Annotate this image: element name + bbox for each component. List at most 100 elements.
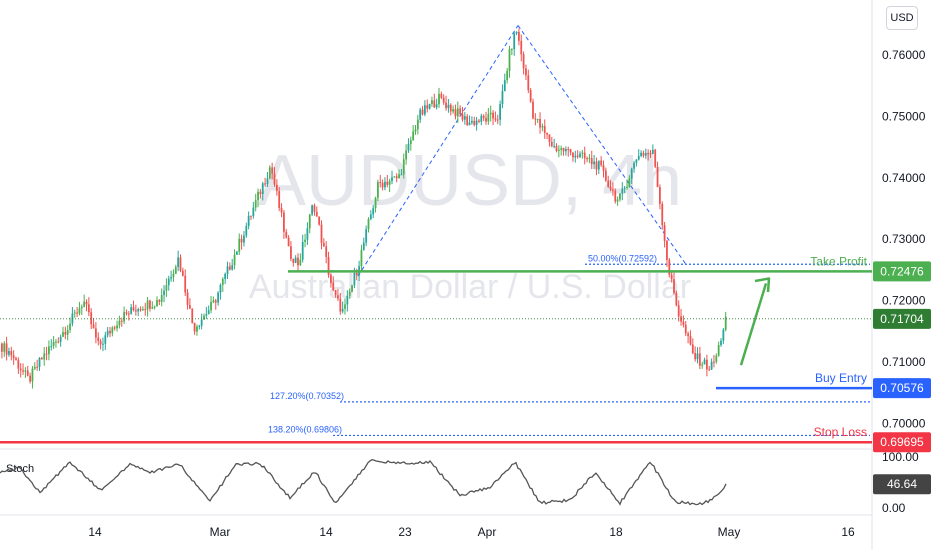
- candle-body: [285, 231, 288, 238]
- candle-body: [590, 158, 593, 165]
- fib-layer: 50.00%(0.72592) 127.20%(0.70352) 138.20%(0…: [268, 25, 870, 437]
- candle-body: [659, 187, 661, 204]
- candle-body: [275, 184, 278, 191]
- candle-body: [402, 159, 405, 175]
- currency-button[interactable]: USD: [886, 6, 918, 30]
- candle-body: [651, 149, 654, 154]
- candle-body: [167, 278, 170, 286]
- candle-body: [543, 126, 546, 133]
- candle-body: [708, 369, 711, 371]
- candle-body: [461, 114, 464, 120]
- candle-body: [475, 120, 478, 125]
- candle-body: [158, 300, 161, 302]
- candle-body: [557, 149, 560, 151]
- candle-body: [97, 337, 100, 341]
- current-price-value: 0.71704: [880, 312, 924, 326]
- candle-body: [146, 300, 149, 310]
- candle-body: [466, 116, 469, 126]
- candle-body: [278, 190, 281, 208]
- candle-body: [494, 118, 497, 120]
- candle-body: [87, 304, 90, 313]
- candle-body: [379, 182, 382, 184]
- candle-body: [463, 116, 466, 120]
- candle-body: [442, 97, 445, 103]
- candle-body: [666, 240, 668, 260]
- candle-body: [405, 150, 407, 160]
- candle-body: [426, 105, 429, 109]
- candle-body: [186, 292, 189, 306]
- candle-body: [55, 341, 57, 343]
- candle-body: [233, 254, 236, 266]
- candle-body: [297, 257, 299, 266]
- candle-body: [12, 355, 15, 359]
- take-profit-price-tag[interactable]: 0.72476: [873, 261, 931, 282]
- candle-body: [717, 345, 720, 356]
- candle-body: [139, 309, 142, 311]
- candle-body: [341, 308, 344, 312]
- candle-body: [593, 161, 595, 165]
- stop_loss-label: Stop Loss: [814, 425, 867, 439]
- x-tick-label: 23: [398, 525, 412, 539]
- candle-body: [400, 174, 403, 176]
- candle-body: [337, 295, 339, 299]
- candle-body: [393, 176, 396, 178]
- candle-body: [555, 146, 558, 151]
- current-price-tag[interactable]: 0.71704: [873, 308, 931, 329]
- candle-body: [369, 214, 372, 220]
- candle-body: [694, 353, 697, 360]
- candle-body: [283, 212, 285, 232]
- candle-body: [391, 177, 393, 182]
- level-layer[interactable]: Take Profit 0.72476 Buy Entry 0.70576 Stop L…: [0, 254, 931, 453]
- candle-body: [365, 229, 368, 243]
- candle-body: [414, 129, 417, 132]
- buy-entry-price-tag[interactable]: 0.70576: [873, 378, 931, 399]
- candle-body: [48, 346, 50, 355]
- candle-body: [57, 341, 60, 343]
- candle-body: [24, 370, 27, 372]
- candle-body: [501, 91, 504, 105]
- candle-body: [214, 300, 217, 303]
- candle-body: [701, 364, 704, 366]
- candle-body: [416, 119, 419, 130]
- candle-body: [670, 274, 673, 280]
- candle-body: [325, 246, 328, 258]
- candle-body: [130, 307, 133, 314]
- candle-body: [134, 310, 137, 312]
- candle-body: [62, 332, 64, 337]
- y-tick-label: 0.76000: [882, 48, 926, 62]
- candle-body: [527, 75, 530, 91]
- candle-body: [633, 162, 635, 169]
- candle-body: [83, 301, 86, 307]
- candle-body: [259, 191, 262, 195]
- candle-body: [724, 316, 727, 330]
- candle-body: [452, 109, 454, 112]
- candle-body: [513, 33, 516, 50]
- candle-body: [217, 292, 219, 303]
- candle-body: [560, 148, 563, 150]
- candle-body: [78, 308, 81, 314]
- candle-body: [489, 112, 492, 115]
- y-tick-label: 0.74000: [882, 171, 926, 185]
- candle-body: [308, 214, 311, 229]
- candle-body: [607, 180, 610, 187]
- stop-loss-price-tag[interactable]: 0.69695: [873, 432, 931, 453]
- candle-body: [102, 343, 104, 345]
- candle-body: [395, 176, 398, 179]
- candle-body: [181, 270, 184, 276]
- candle-body: [419, 109, 422, 120]
- candle-body: [409, 140, 412, 145]
- candle-body: [120, 320, 123, 322]
- candle-body: [456, 108, 459, 117]
- candle-body: [487, 114, 490, 122]
- candle-body: [92, 324, 95, 329]
- stoch-axis-top: 100.00: [882, 450, 919, 464]
- candle-body: [280, 207, 283, 213]
- candle-body: [449, 104, 452, 112]
- candle-body: [236, 251, 238, 255]
- candle-body: [525, 68, 527, 76]
- candle-body: [200, 319, 203, 326]
- candle-body: [330, 274, 332, 283]
- candle-body: [245, 226, 248, 236]
